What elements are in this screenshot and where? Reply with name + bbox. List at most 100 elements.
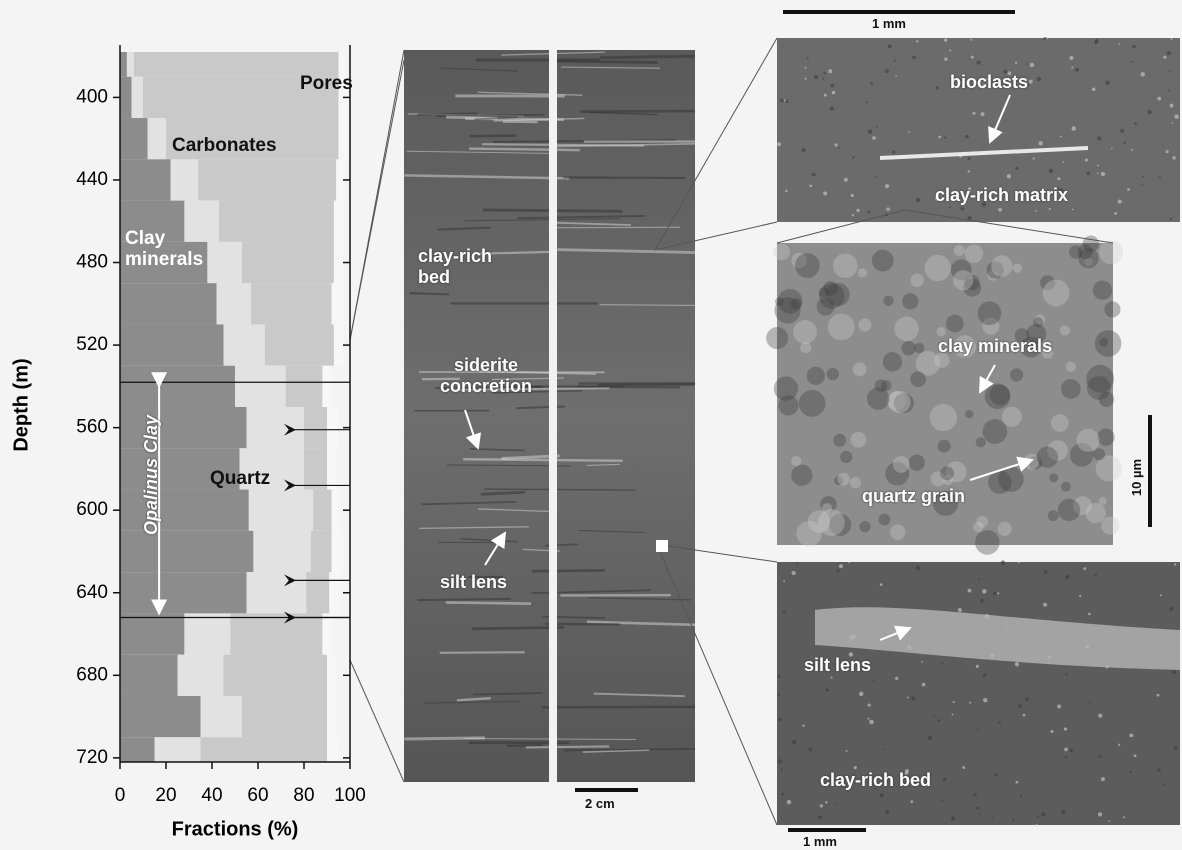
texture (965, 410, 973, 418)
texture (972, 112, 975, 115)
texture (953, 701, 955, 703)
texture (814, 75, 818, 79)
texture (1104, 301, 1120, 317)
texture (827, 368, 839, 380)
texture (1049, 208, 1051, 210)
texture (968, 589, 972, 593)
texture (949, 49, 951, 51)
texture (807, 367, 825, 385)
core-label: siderite concretion (416, 355, 556, 397)
texture (867, 718, 869, 720)
texture (1095, 330, 1122, 357)
texture (766, 327, 788, 349)
scale-label: 2 cm (585, 796, 615, 811)
fraction-band (327, 655, 336, 696)
core-label: silt lens (440, 572, 507, 593)
texture (1170, 104, 1174, 108)
texture (805, 78, 807, 80)
texture (532, 570, 605, 571)
texture (1163, 784, 1165, 786)
texture (787, 800, 791, 804)
texture (911, 599, 913, 601)
texture (976, 665, 979, 668)
fraction-band (120, 118, 148, 159)
texture (780, 99, 784, 103)
texture (973, 522, 983, 532)
texture (826, 688, 829, 691)
fraction-band (332, 283, 344, 324)
texture (883, 352, 902, 371)
texture (916, 566, 921, 571)
texture (883, 296, 893, 306)
texture (1131, 61, 1133, 63)
texture (975, 530, 1000, 555)
texture (1070, 749, 1073, 752)
texture (1077, 429, 1100, 452)
texture (916, 40, 918, 42)
texture (1163, 56, 1166, 59)
texture (1088, 613, 1091, 616)
texture (967, 170, 969, 172)
texture (997, 592, 999, 594)
unit-label: Opalinus Clay (140, 410, 162, 540)
texture (1099, 497, 1107, 505)
texture (831, 677, 833, 679)
fraction-band (304, 407, 327, 448)
texture (851, 194, 854, 197)
x-tick-label: 60 (247, 785, 268, 806)
texture (785, 190, 788, 193)
texture (844, 178, 848, 182)
texture (783, 580, 785, 582)
texture (1114, 212, 1117, 215)
texture (1157, 97, 1161, 101)
texture (828, 314, 855, 341)
texture (1171, 38, 1173, 40)
texture (507, 745, 543, 746)
texture (888, 391, 910, 413)
scale-label: 1 mm (803, 834, 837, 849)
texture (1057, 704, 1061, 708)
texture (978, 578, 980, 580)
texture (1023, 714, 1026, 717)
x-tick-label: 80 (293, 785, 314, 806)
fraction-band (334, 324, 343, 365)
texture (846, 750, 848, 752)
texture (1010, 368, 1023, 381)
texture (1065, 673, 1067, 675)
texture (872, 136, 876, 140)
texture (1087, 376, 1111, 400)
fraction-band (311, 531, 332, 572)
texture (1174, 114, 1178, 118)
texture (1018, 561, 1020, 563)
texture (825, 801, 827, 803)
texture (1141, 72, 1145, 76)
texture (1041, 812, 1045, 816)
texture (880, 793, 884, 797)
texture (850, 477, 861, 488)
texture (1043, 603, 1047, 607)
series-label: Quartz (210, 468, 270, 489)
texture (1129, 770, 1131, 772)
texture (1015, 662, 1019, 666)
texture (1166, 150, 1169, 153)
texture (921, 661, 923, 663)
fraction-band (265, 324, 334, 365)
texture (1099, 338, 1108, 347)
fraction-band (334, 242, 343, 283)
texture (819, 283, 844, 308)
texture (783, 610, 786, 613)
texture (1157, 768, 1160, 771)
texture (962, 766, 965, 769)
fraction-band (127, 35, 134, 76)
panel-label: bioclasts (950, 72, 1028, 93)
texture (802, 725, 804, 727)
fraction-band (178, 655, 224, 696)
texture (796, 521, 821, 546)
texture (965, 245, 984, 264)
texture (1030, 63, 1034, 67)
texture (818, 509, 845, 536)
texture (976, 806, 979, 809)
texture (937, 327, 946, 336)
texture (1095, 39, 1099, 43)
y-tick-label: 480 (76, 252, 108, 273)
